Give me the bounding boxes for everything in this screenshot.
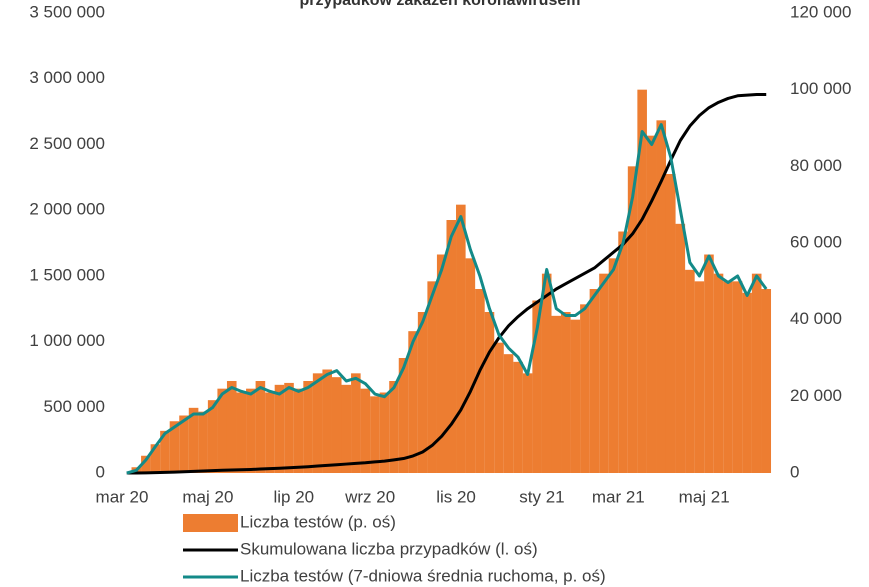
- bar: [475, 289, 485, 473]
- bar: [513, 361, 523, 473]
- bar: [608, 258, 619, 473]
- bar: [331, 377, 342, 473]
- bar: [675, 223, 686, 473]
- bar: [751, 273, 762, 473]
- bar: [160, 430, 170, 473]
- bar: [656, 120, 667, 473]
- x-tick-label: sty 21: [519, 487, 564, 506]
- y2-tick-label: 80 000: [790, 156, 842, 175]
- bar: [265, 392, 275, 473]
- bar: [360, 388, 371, 473]
- bar: [484, 312, 495, 473]
- legend-label: Liczba testów (p. oś): [240, 512, 396, 531]
- y-tick-label: 500 000: [44, 397, 105, 416]
- bar: [198, 411, 208, 473]
- bar: [541, 273, 552, 473]
- bar: [379, 392, 390, 473]
- x-tick-label: mar 21: [592, 487, 645, 506]
- bar: [446, 220, 457, 473]
- bar: [341, 384, 352, 473]
- y2-tick-label: 20 000: [790, 386, 842, 405]
- bar: [599, 273, 609, 473]
- legend-label: Skumulowana liczba przypadków (l. oś): [240, 539, 538, 558]
- bar: [665, 174, 676, 473]
- bar: [351, 373, 361, 473]
- bar: [580, 304, 590, 473]
- bar: [408, 331, 418, 473]
- bar: [618, 231, 628, 473]
- bar: [217, 388, 228, 473]
- bar: [627, 166, 638, 474]
- bar: [417, 312, 428, 473]
- bar: [274, 384, 285, 473]
- line: [126, 123, 768, 475]
- bar: [704, 254, 714, 473]
- x-tick-label: lis 20: [436, 487, 476, 506]
- bar: [255, 381, 266, 473]
- bar: [713, 273, 724, 473]
- bar: [389, 381, 399, 473]
- bar: [284, 382, 294, 473]
- bar: [494, 342, 504, 473]
- bar: [322, 369, 332, 473]
- bar: [293, 388, 304, 473]
- bar: [685, 269, 695, 473]
- x-tick-label: maj 21: [679, 487, 730, 506]
- chart-title: przypadków zakażeń koronawirusem: [300, 0, 581, 9]
- bar: [532, 300, 542, 473]
- bar: [723, 281, 733, 473]
- y-tick-label: 2 500 000: [29, 134, 105, 153]
- bar: [207, 400, 218, 473]
- bar: [246, 388, 256, 473]
- bar: [179, 415, 189, 473]
- x-tick-label: lip 20: [273, 487, 314, 506]
- legend-label: Liczba testów (7-dniowa średnia ruchoma,…: [240, 566, 606, 585]
- bar: [398, 358, 409, 473]
- bar: [646, 135, 657, 473]
- y2-tick-label: 0: [790, 462, 799, 481]
- y-tick-label: 0: [96, 462, 105, 481]
- y-tick-label: 1 500 000: [29, 265, 105, 284]
- bar: [150, 444, 161, 473]
- y-tick-label: 2 000 000: [29, 200, 105, 219]
- bar: [226, 381, 237, 473]
- y2-tick-label: 100 000: [790, 79, 851, 98]
- x-tick-label: wrz 20: [344, 487, 395, 506]
- bar: [551, 315, 562, 473]
- bar: [427, 281, 437, 473]
- bar: [694, 281, 705, 473]
- bar: [436, 254, 447, 473]
- bar: [570, 319, 581, 473]
- bar: [503, 354, 514, 473]
- bar: [370, 396, 380, 473]
- x-tick-label: maj 20: [182, 487, 233, 506]
- bar: [589, 289, 600, 473]
- bar: [732, 281, 743, 473]
- bar: [303, 381, 313, 473]
- line: [126, 92, 767, 475]
- bar: [169, 421, 180, 473]
- x-tick-label: mar 20: [96, 487, 149, 506]
- y2-tick-label: 40 000: [790, 309, 842, 328]
- y2-tick-label: 60 000: [790, 232, 842, 251]
- bar: [236, 392, 247, 473]
- y2-tick-label: 120 000: [790, 2, 851, 21]
- bar: [456, 204, 466, 473]
- bar: [761, 289, 772, 473]
- bar: [465, 258, 476, 473]
- bar: [188, 407, 199, 473]
- legend-swatch: [183, 514, 238, 532]
- bar: [742, 292, 752, 473]
- y-tick-label: 3 500 000: [29, 2, 105, 21]
- bar: [141, 455, 151, 473]
- y-tick-label: 1 000 000: [29, 331, 105, 350]
- bar: [637, 89, 647, 474]
- bar: [561, 312, 571, 473]
- bar: [312, 373, 323, 473]
- bar: [522, 373, 533, 473]
- y-tick-label: 3 000 000: [29, 68, 105, 87]
